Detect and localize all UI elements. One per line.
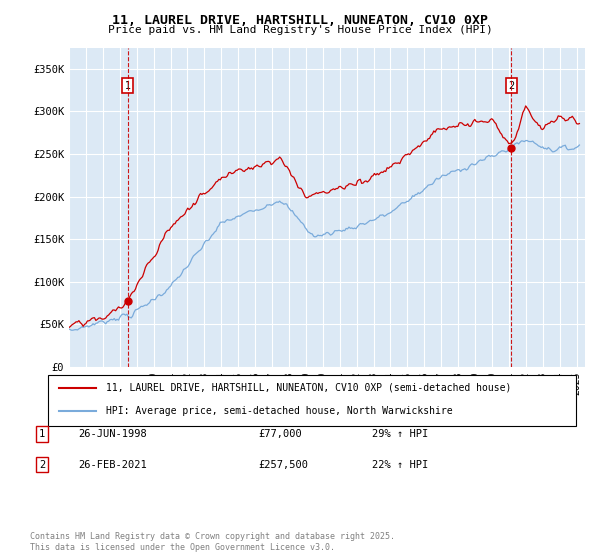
Text: 26-JUN-1998: 26-JUN-1998: [78, 429, 147, 439]
Text: £77,000: £77,000: [258, 429, 302, 439]
Text: 22% ↑ HPI: 22% ↑ HPI: [372, 460, 428, 470]
Text: 11, LAUREL DRIVE, HARTSHILL, NUNEATON, CV10 0XP (semi-detached house): 11, LAUREL DRIVE, HARTSHILL, NUNEATON, C…: [106, 383, 511, 393]
Text: £257,500: £257,500: [258, 460, 308, 470]
Text: Price paid vs. HM Land Registry's House Price Index (HPI): Price paid vs. HM Land Registry's House …: [107, 25, 493, 35]
Text: 2: 2: [39, 460, 45, 470]
Text: 1: 1: [39, 429, 45, 439]
Text: Contains HM Land Registry data © Crown copyright and database right 2025.
This d: Contains HM Land Registry data © Crown c…: [30, 532, 395, 552]
Text: 1: 1: [125, 81, 131, 91]
Text: 11, LAUREL DRIVE, HARTSHILL, NUNEATON, CV10 0XP: 11, LAUREL DRIVE, HARTSHILL, NUNEATON, C…: [112, 14, 488, 27]
Text: 26-FEB-2021: 26-FEB-2021: [78, 460, 147, 470]
Text: 29% ↑ HPI: 29% ↑ HPI: [372, 429, 428, 439]
Text: HPI: Average price, semi-detached house, North Warwickshire: HPI: Average price, semi-detached house,…: [106, 407, 453, 417]
Text: 2: 2: [508, 81, 515, 91]
